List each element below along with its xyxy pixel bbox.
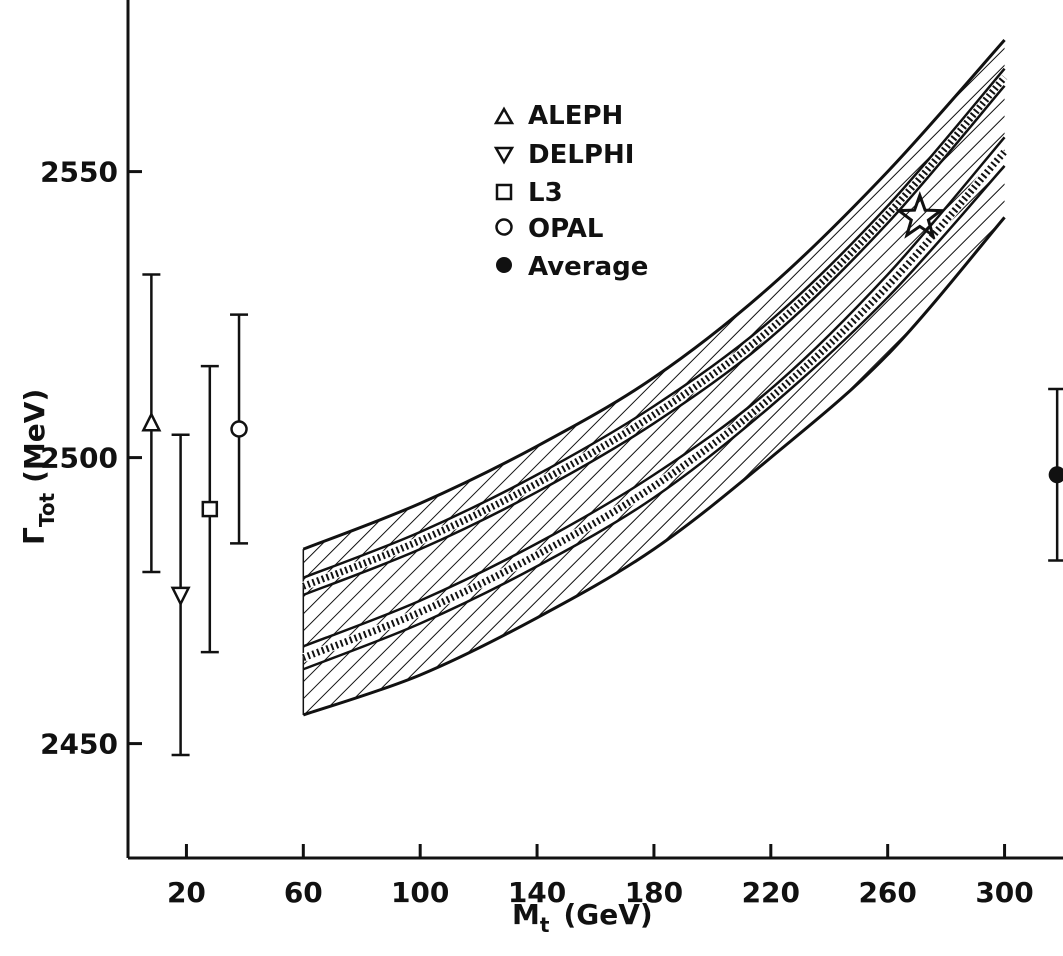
legend-label: L3: [528, 178, 563, 208]
legend-item-opal: OPAL: [495, 214, 603, 244]
marker-square: [201, 500, 219, 518]
x-tick-label: 220: [742, 876, 800, 909]
data-point-l3: [200, 364, 219, 654]
legend-label: ALEPH: [528, 101, 623, 131]
star-marker: [894, 190, 946, 239]
central-curve: [302, 136, 1006, 648]
central-curve: [302, 67, 1006, 579]
x-axis-title: Mt (GeV): [512, 898, 653, 937]
central-strip-hatch: [302, 149, 1008, 662]
legend: ALEPH DELPHI L3 OPAL Average: [493, 101, 648, 282]
x-tick-label: 60: [284, 876, 323, 909]
marker-triangle-down: [170, 586, 191, 607]
data-points: [141, 273, 1063, 757]
circle-filled-icon: [496, 257, 512, 273]
marker-circle-open: [230, 420, 248, 438]
data-point-delphi: [170, 433, 191, 757]
x-tick-label: 20: [167, 876, 206, 909]
legend-label: OPAL: [528, 214, 603, 244]
legend-label: Average: [528, 252, 648, 282]
legend-item-average: Average: [496, 252, 648, 282]
x-tick-label: 300: [975, 876, 1033, 909]
y-tick-label: 2550: [40, 156, 118, 189]
y-axis-title: ΓTot(MeV): [18, 389, 59, 545]
circle-open-icon: [495, 218, 513, 236]
square-icon: [495, 183, 513, 201]
central-curve: [302, 84, 1006, 597]
triangle-up-icon: [493, 106, 515, 125]
legend-label: DELPHI: [528, 140, 634, 170]
legend-item-l3: L3: [495, 178, 563, 208]
data-point-average: [1048, 387, 1063, 562]
legend-item-aleph: ALEPH: [493, 101, 623, 131]
y-tick-label: 2500: [40, 442, 118, 475]
x-ticks: 20 60 100 140 180 220 260 300: [167, 844, 1034, 909]
x-tick-label: 100: [391, 876, 449, 909]
x-tick-label: 260: [858, 876, 916, 909]
x-tick-label: 140: [508, 876, 566, 909]
central-curves: [301, 67, 1008, 671]
axes: [126, 0, 1063, 860]
x-tick-label: 180: [625, 876, 683, 909]
prediction-band: [302, 39, 1006, 717]
band-upper-edge: [302, 39, 1006, 551]
legend-item-delphi: DELPHI: [493, 140, 634, 170]
central-curve: [302, 165, 1006, 671]
central-strip-hatch: [302, 74, 1008, 590]
y-tick-label: 2450: [40, 728, 118, 761]
y-ticks: 2450 2500 2550: [40, 156, 142, 761]
band-lower-edge: [302, 216, 1006, 717]
marker-triangle-up: [141, 411, 162, 432]
annotation: [894, 190, 946, 239]
data-point-aleph: [141, 273, 162, 574]
marker-circle-filled: [1048, 466, 1063, 484]
triangle-down-icon: [493, 146, 515, 165]
data-point-opal: [230, 313, 249, 545]
